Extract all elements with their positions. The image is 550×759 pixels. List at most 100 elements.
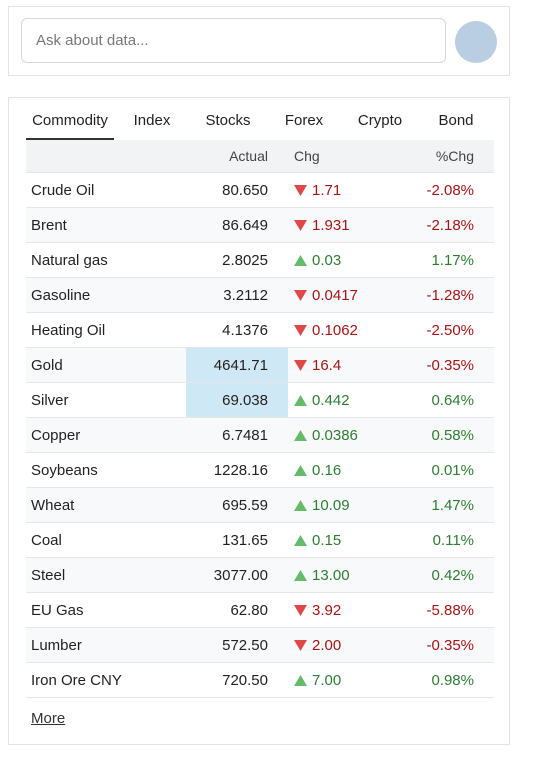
change-value: 10.09 <box>312 496 350 514</box>
change-value: 0.16 <box>312 461 342 479</box>
change-value: 1.931 <box>312 216 350 234</box>
actual-cell: 695.59 <box>222 497 268 514</box>
change-value: 16.4 <box>312 356 342 374</box>
tab[interactable]: Forex <box>284 112 324 129</box>
name-cell: Natural gas <box>31 252 108 269</box>
arrow-shape <box>294 324 307 336</box>
name-cell: Brent <box>31 217 67 234</box>
actual-cell: 4641.71 <box>186 348 288 382</box>
actual-cell: 131.65 <box>222 532 268 549</box>
name-cell: Soybeans <box>31 462 98 479</box>
table-row: Soybeans 1228.16 0.16 0.01% <box>26 453 494 488</box>
change-cell: 16.4 <box>288 348 398 382</box>
actual-cell: 1228.16 <box>213 462 268 479</box>
arrow-shape <box>294 394 307 406</box>
table-row: Steel 3077.00 13.00 0.42% <box>26 558 494 593</box>
table-row: Copper 6.7481 0.0386 0.58% <box>26 418 494 453</box>
percent-cell: 0.98% <box>431 672 474 689</box>
change-value: 0.442 <box>312 391 350 409</box>
tab[interactable]: Crypto <box>357 112 403 129</box>
tab[interactable]: Stocks <box>205 112 251 129</box>
search-input[interactable]: Ask about data... <box>21 18 446 63</box>
down-arrow <box>294 639 307 651</box>
percent-cell: 0.58% <box>431 427 474 444</box>
change-value: 13.00 <box>312 566 350 584</box>
arrow-shape <box>294 184 307 196</box>
percent-cell: -1.28% <box>426 287 474 304</box>
arrow-shape <box>294 604 307 616</box>
name-cell: Coal <box>31 532 62 549</box>
arrow-shape <box>294 429 307 441</box>
actual-cell: 69.038 <box>186 383 288 417</box>
percent-cell: -2.08% <box>426 182 474 199</box>
header-row: Actual Chg %Chg <box>26 140 494 173</box>
change-value: 0.0386 <box>312 426 358 444</box>
actual-cell: 2.8025 <box>222 252 268 269</box>
name-cell: Heating Oil <box>31 322 106 339</box>
arrow-shape <box>294 569 307 581</box>
more-link[interactable]: More <box>31 710 66 727</box>
table-row: Gold 4641.71 16.4 -0.35% <box>26 348 494 383</box>
down-arrow <box>294 359 307 371</box>
percent-cell: -0.35% <box>426 637 474 654</box>
down-arrow <box>294 324 307 336</box>
search-card: Ask about data... <box>8 6 510 76</box>
tabs: Commodity Index Stocks Forex Crypto Bond <box>26 106 494 141</box>
percent-cell: 0.64% <box>431 392 474 409</box>
tab[interactable]: Index <box>133 112 171 129</box>
name-cell: Copper <box>31 427 81 444</box>
name-cell: Lumber <box>31 637 82 654</box>
table-row: Crude Oil 80.650 1.71 -2.08% <box>26 173 494 208</box>
arrow-shape <box>294 639 307 651</box>
name-cell: EU Gas <box>31 602 84 619</box>
actual-cell: 572.50 <box>222 637 268 654</box>
up-arrow <box>294 534 307 546</box>
table-row: Heating Oil 4.1376 0.1062 -2.50% <box>26 313 494 348</box>
change-value: 1.71 <box>312 181 342 199</box>
change-cell: 0.15 <box>288 523 398 557</box>
name-cell: Silver <box>31 392 69 409</box>
change-cell: 7.00 <box>288 663 398 697</box>
name-cell: Gold <box>31 357 63 374</box>
arrow-shape <box>294 464 307 476</box>
name-cell: Steel <box>31 567 66 584</box>
change-cell: 0.0417 <box>288 278 398 312</box>
change-cell: 13.00 <box>288 558 398 592</box>
tab[interactable]: Bond <box>438 112 474 129</box>
up-arrow <box>294 464 307 476</box>
arrow-shape <box>294 254 307 266</box>
change-cell: 2.00 <box>288 628 398 662</box>
header-cell: Chg <box>294 147 320 164</box>
actual-cell: 3.2112 <box>223 287 268 304</box>
change-value: 2.00 <box>312 636 342 654</box>
change-value: 3.92 <box>312 601 342 619</box>
arrow-shape <box>294 499 307 511</box>
name-cell: Crude Oil <box>31 182 95 199</box>
change-cell: 0.16 <box>288 453 398 487</box>
actual-cell: 4.1376 <box>222 322 268 339</box>
change-value: 0.15 <box>312 531 342 549</box>
down-arrow <box>294 184 307 196</box>
change-cell: 1.71 <box>288 173 398 207</box>
arrow-shape <box>294 359 307 371</box>
tab[interactable]: Commodity <box>26 106 114 140</box>
down-arrow <box>294 604 307 616</box>
name-cell: Gasoline <box>31 287 91 304</box>
percent-cell: -2.18% <box>426 217 474 234</box>
actual-cell: 80.650 <box>222 182 268 199</box>
percent-cell: -2.50% <box>426 322 474 339</box>
table-row: Lumber 572.50 2.00 -0.35% <box>26 628 494 663</box>
actual-cell: 86.649 <box>222 217 268 234</box>
send-button[interactable] <box>455 21 497 63</box>
percent-cell: 0.11% <box>432 532 474 549</box>
name-cell: Wheat <box>31 497 75 514</box>
actual-cell: 6.7481 <box>222 427 268 444</box>
change-value: 0.1062 <box>312 321 358 339</box>
down-arrow <box>294 289 307 301</box>
change-value: 0.0417 <box>312 286 358 304</box>
change-cell: 3.92 <box>288 593 398 627</box>
table-card: Commodity Index Stocks Forex Crypto Bond Actu… <box>8 97 510 745</box>
arrow-shape <box>294 219 307 231</box>
table-row: Brent 86.649 1.931 -2.18% <box>26 208 494 243</box>
